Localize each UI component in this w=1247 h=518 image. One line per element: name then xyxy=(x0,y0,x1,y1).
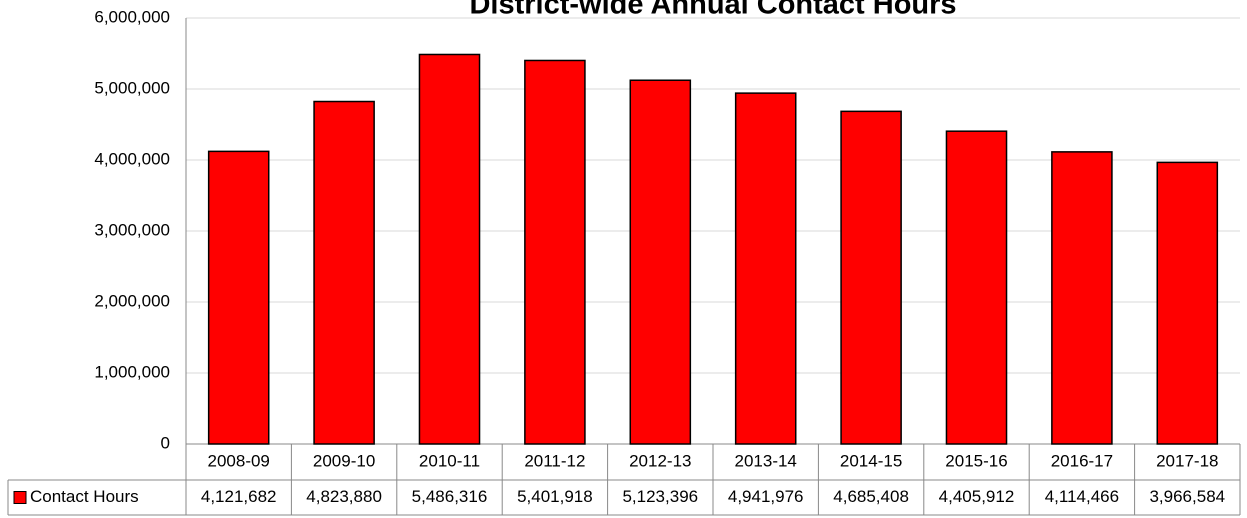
bar xyxy=(1156,161,1219,445)
y-tick-label: 2,000,000 xyxy=(94,291,170,310)
x-tick-label: 2017-18 xyxy=(1156,451,1218,470)
table-value: 4,121,682 xyxy=(201,487,277,506)
y-tick-label: 6,000,000 xyxy=(94,7,170,26)
bar xyxy=(840,110,902,445)
bar xyxy=(734,92,797,445)
x-tick-label: 2011-12 xyxy=(524,451,585,470)
table-value: 5,486,316 xyxy=(412,487,488,506)
x-tick-label: 2014-15 xyxy=(840,451,902,470)
legend-label: Contact Hours xyxy=(30,487,139,506)
table-value: 4,405,912 xyxy=(939,487,1015,506)
bar xyxy=(524,59,586,445)
x-tick-label: 2008-09 xyxy=(208,451,270,470)
table-value: 3,966,584 xyxy=(1149,487,1225,506)
table-value: 4,114,466 xyxy=(1045,487,1119,506)
bar xyxy=(1051,151,1113,445)
chart-title: District-wide Annual Contact Hours xyxy=(469,0,956,21)
table-value: 4,941,976 xyxy=(728,487,804,506)
x-tick-label: 2013-14 xyxy=(735,451,797,470)
x-tick-label: 2012-13 xyxy=(629,451,691,470)
x-tick-label: 2016-17 xyxy=(1051,451,1113,470)
bar xyxy=(945,130,1008,445)
bar xyxy=(207,150,270,445)
x-tick-label: 2015-16 xyxy=(945,451,1007,470)
y-tick-label: 5,000,000 xyxy=(94,78,170,97)
bar xyxy=(418,53,481,445)
y-tick-label: 3,000,000 xyxy=(94,220,170,239)
bar xyxy=(313,100,375,445)
table-value: 5,401,918 xyxy=(517,487,593,506)
y-tick-label: 0 xyxy=(161,433,170,452)
table-value: 4,823,880 xyxy=(306,487,382,506)
x-tick-label: 2009-10 xyxy=(313,451,375,470)
x-tick-label: 2010-11 xyxy=(419,451,480,470)
table-value: 5,123,396 xyxy=(622,487,698,506)
table-value: 4,685,408 xyxy=(833,487,909,506)
y-tick-label: 1,000,000 xyxy=(94,362,170,381)
bar xyxy=(629,79,692,445)
y-tick-label: 4,000,000 xyxy=(94,149,170,168)
legend-swatch xyxy=(13,491,27,504)
